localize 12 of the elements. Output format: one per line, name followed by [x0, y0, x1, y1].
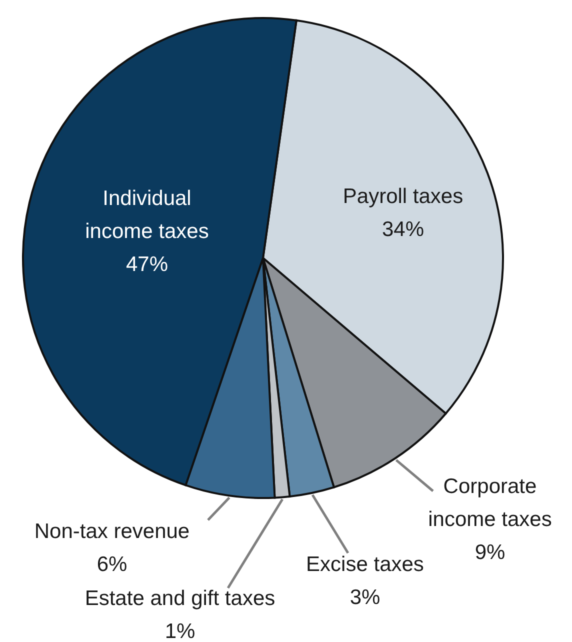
data-label: 9% [474, 541, 506, 564]
slice-label: Non-tax revenue [34, 520, 190, 543]
slice-label: Excise taxes [306, 553, 424, 576]
data-label: 6% [96, 553, 128, 576]
data-label: 47% [126, 253, 168, 276]
data-label: 34% [382, 218, 424, 241]
data-label: 1% [164, 620, 196, 642]
data-label: 3% [350, 586, 380, 609]
slice-label: Corporate income taxes [428, 475, 552, 531]
slice-label: Estate and gift taxes [84, 587, 276, 610]
slice-label: Individual income taxes [85, 187, 209, 243]
slice-label: Payroll taxes [342, 185, 464, 208]
